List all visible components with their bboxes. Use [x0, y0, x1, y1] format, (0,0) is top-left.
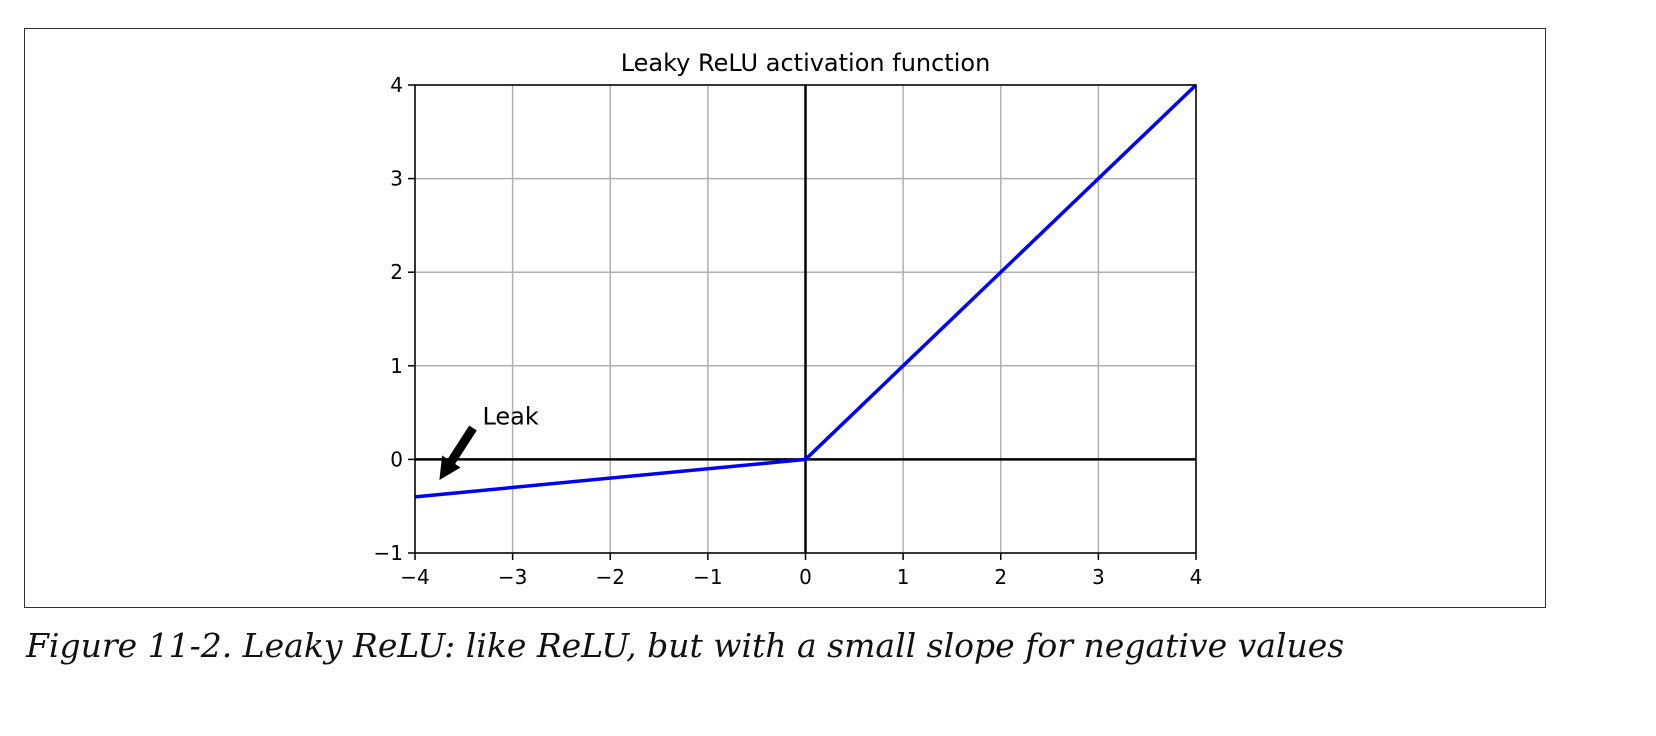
figure-caption: Figure 11-2. Leaky ReLU: like ReLU, but …	[26, 626, 1345, 665]
y-tick-label: 1	[390, 354, 403, 378]
annotation-arrow-icon	[439, 425, 477, 480]
y-tick-label: 4	[390, 73, 403, 97]
y-tick-label: 0	[390, 447, 403, 471]
x-tick-label: −1	[693, 565, 722, 589]
x-tick-label: 1	[897, 565, 910, 589]
series-line	[414, 83, 1198, 499]
y-tick-label: −1	[374, 541, 403, 565]
x-tick-label: 4	[1190, 565, 1203, 589]
annotation-label: Leak	[482, 403, 538, 431]
x-tick-label: −4	[400, 565, 429, 589]
chart-title: Leaky ReLU activation function	[621, 49, 991, 77]
y-tick-label: 3	[390, 167, 403, 191]
x-tick-label: −3	[498, 565, 527, 589]
x-tick-label: 0	[799, 565, 812, 589]
y-tick-label: 2	[390, 260, 403, 284]
x-tick-label: −2	[596, 565, 625, 589]
figure-frame	[24, 28, 1546, 608]
x-tick-label: 2	[994, 565, 1007, 589]
x-tick-label: 3	[1092, 565, 1105, 589]
